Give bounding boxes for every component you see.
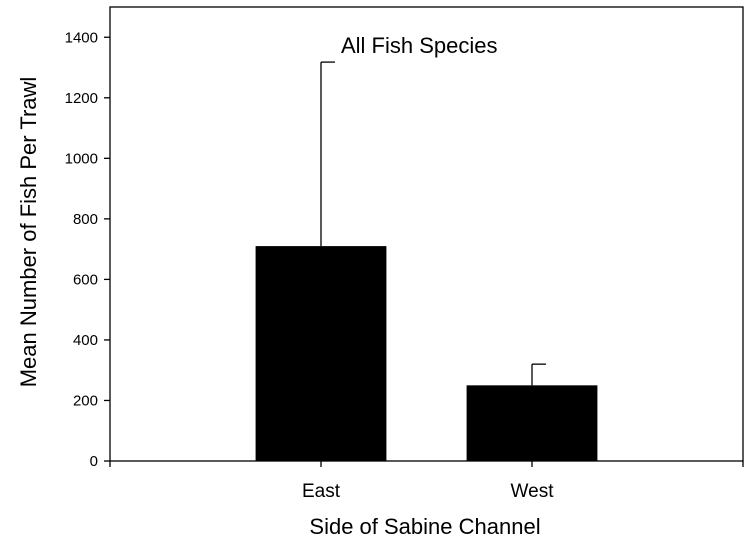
y-tick-label: 600 bbox=[73, 271, 98, 288]
bar-east bbox=[255, 246, 387, 461]
bar-west bbox=[466, 385, 598, 461]
y-tick-label: 1200 bbox=[65, 90, 98, 107]
x-tick-label-east: East bbox=[302, 481, 341, 502]
plot-frame bbox=[109, 6, 744, 462]
y-tick-label: 1000 bbox=[65, 150, 98, 167]
chart-title: All Fish Species bbox=[341, 33, 498, 58]
x-axis-title: Side of Sabine Channel bbox=[309, 514, 540, 539]
y-tick-label: 1400 bbox=[65, 29, 98, 46]
y-tick-label: 400 bbox=[73, 332, 98, 349]
x-tick-label-west: West bbox=[511, 481, 555, 502]
y-tick-label: 0 bbox=[90, 453, 98, 470]
plot-area: 0 200 400 600 800 1000 1200 1400 East West bbox=[65, 6, 744, 502]
y-tick-label: 200 bbox=[73, 392, 98, 409]
y-tick-label: 800 bbox=[73, 211, 98, 228]
y-axis-title: Mean Number of Fish Per Trawl bbox=[16, 77, 41, 388]
